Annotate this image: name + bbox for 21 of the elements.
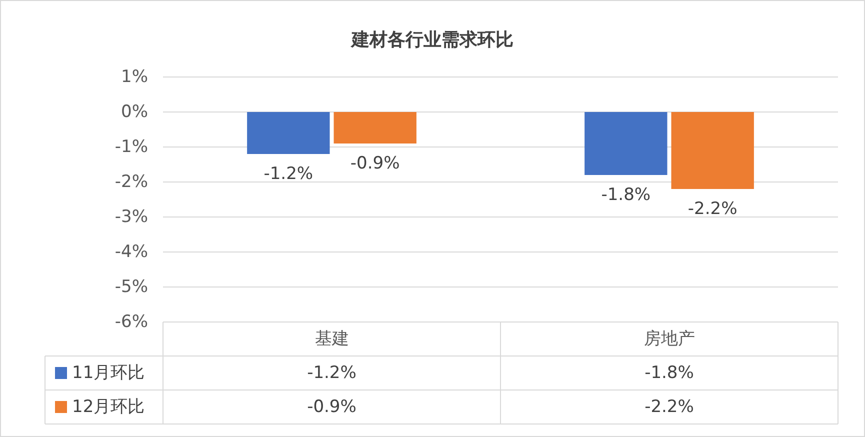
y-tick-label: -4% — [114, 242, 148, 262]
text: -0.9% — [350, 154, 400, 174]
text: -2.2% — [688, 199, 738, 219]
title: 建材各行业需求环比 — [352, 30, 514, 50]
y-tick-label: -5% — [114, 277, 148, 297]
y-tick-label: -1% — [114, 137, 148, 157]
y-tick-label: 0% — [121, 102, 148, 122]
x-tick-label: 基建 — [314, 329, 349, 349]
x-tick-label: 房地产 — [644, 329, 695, 349]
data-label: -0.9% — [307, 397, 356, 417]
text: -1.2% — [264, 164, 314, 184]
data-label: -1.2% — [307, 363, 356, 383]
y-tick-label: -6% — [114, 312, 148, 332]
y-tick-label: -3% — [114, 207, 148, 227]
y-tick-label: -2% — [114, 172, 148, 192]
text: -1.8% — [601, 185, 651, 205]
data-label: -2.2% — [644, 397, 694, 417]
y-tick-label: 1% — [121, 67, 148, 87]
legend-label: 12月环比 — [72, 397, 145, 417]
data-label: -1.8% — [644, 363, 694, 383]
legend-label: 11月环比 — [72, 363, 145, 383]
